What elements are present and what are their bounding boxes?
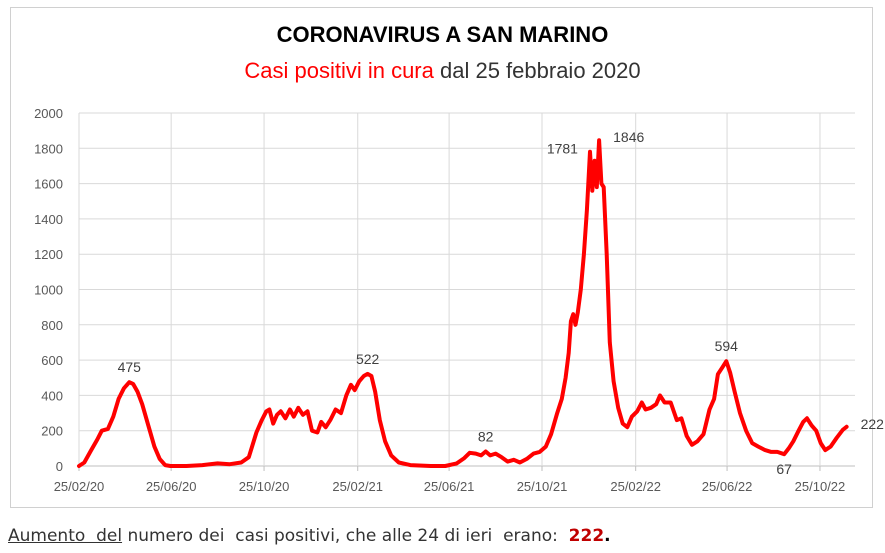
series-group xyxy=(77,138,849,468)
x-tick-label: 25/02/20 xyxy=(54,479,105,494)
footer-note: Aumento del numero dei casi positivi, ch… xyxy=(8,526,611,546)
x-tick-label: 25/02/22 xyxy=(610,479,661,494)
y-tick-label: 1000 xyxy=(34,283,63,298)
x-tick-label: 25/02/21 xyxy=(332,479,383,494)
data-label: 1846 xyxy=(613,129,644,145)
data-label: 222 xyxy=(861,416,885,432)
data-labels: 475 522 82 1781 1846 594 67 222 xyxy=(118,129,885,477)
data-label: 67 xyxy=(776,461,792,477)
x-axis-ticks: 25/02/20 25/06/20 25/10/20 25/02/21 25/06/21… xyxy=(54,479,846,494)
x-tick-label: 25/06/20 xyxy=(146,479,197,494)
chart-title: CORONAVIRUS A SAN MARINO xyxy=(276,22,609,47)
x-tick-label: 25/06/21 xyxy=(424,479,475,494)
y-tick-label: 400 xyxy=(41,388,63,403)
data-label: 594 xyxy=(715,338,739,354)
y-tick-label: 800 xyxy=(41,318,63,333)
y-tick-label: 1400 xyxy=(34,212,63,227)
x-tick-label: 25/10/20 xyxy=(239,479,290,494)
data-label: 522 xyxy=(356,351,380,367)
x-tick-label: 25/10/22 xyxy=(795,479,846,494)
data-label: 82 xyxy=(478,429,494,445)
chart-frame xyxy=(10,7,873,508)
subtitle-highlight: Casi positivi in cura xyxy=(244,58,434,83)
grid-lines xyxy=(78,112,855,471)
y-tick-label: 1800 xyxy=(34,141,63,156)
y-tick-label: 200 xyxy=(41,424,63,439)
y-tick-label: 1600 xyxy=(34,177,63,192)
footer-text: numero dei casi positivi, che alle 24 di… xyxy=(122,526,569,546)
data-label: 1781 xyxy=(547,141,578,157)
footer-underlined: Aumento del xyxy=(8,526,123,546)
footer-end: . xyxy=(604,526,611,546)
chart-subtitle: Casi positivi in cura dal 25 febbraio 20… xyxy=(0,58,885,84)
series-line xyxy=(77,138,849,468)
y-tick-label: 0 xyxy=(56,459,63,474)
y-axis-ticks: 0 200 400 600 800 1000 1200 1400 1600 1800 2000 xyxy=(34,106,63,474)
y-tick-label: 600 xyxy=(41,353,63,368)
subtitle-rest: dal 25 febbraio 2020 xyxy=(440,58,641,83)
footer-value: 222 xyxy=(568,526,605,546)
y-tick-label: 2000 xyxy=(34,106,63,121)
y-tick-label: 1200 xyxy=(34,247,63,262)
data-label: 475 xyxy=(118,359,142,375)
x-tick-label: 25/10/21 xyxy=(517,479,568,494)
x-tick-label: 25/06/22 xyxy=(702,479,753,494)
